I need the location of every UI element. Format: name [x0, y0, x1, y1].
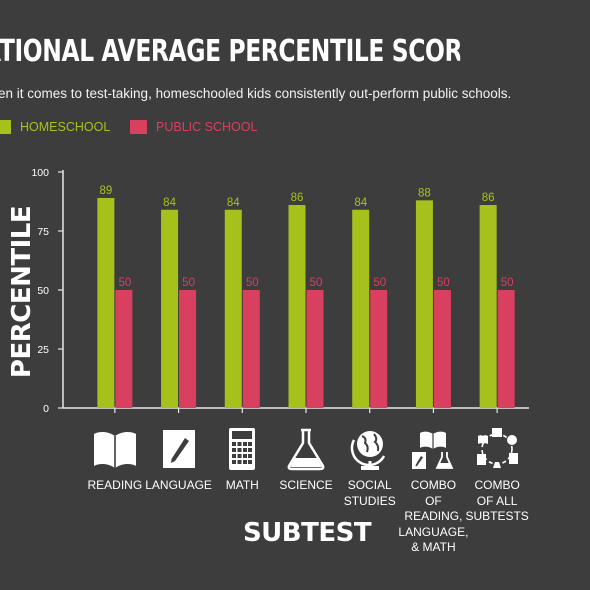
bar-public-school — [179, 290, 197, 408]
bar-public-school — [115, 290, 133, 408]
value-label-homeschool: 86 — [291, 192, 304, 204]
all-subtests-cycle-icon — [472, 426, 522, 472]
bar-homeschool — [479, 205, 497, 408]
x-tick-label: SOCIAL STUDIES — [343, 478, 396, 508]
y-tick-label: 25 — [37, 344, 49, 356]
value-label-homeschool: 89 — [99, 185, 112, 197]
x-tick-label: READING — [87, 478, 143, 492]
flask-icon — [281, 426, 331, 472]
legend-swatch-homeschool — [0, 120, 11, 134]
value-label-homeschool: 86 — [482, 192, 495, 204]
y-tick-label: 50 — [37, 285, 49, 297]
bar-public-school — [433, 290, 451, 408]
value-label-public-school: 50 — [437, 277, 450, 289]
x-tick-label: LANGUAGE — [145, 478, 212, 492]
y-tick-label: 100 — [31, 167, 49, 179]
notepad-pencil-icon — [154, 426, 204, 472]
bar-homeschool — [288, 205, 306, 408]
legend-label-homeschool: HOMESCHOOL — [20, 120, 111, 134]
bar-homeschool — [97, 197, 115, 408]
page-title: ATIONAL AVERAGE PERCENTILE SCORES — [0, 34, 461, 69]
value-label-public-school: 50 — [118, 277, 131, 289]
value-label-homeschool: 84 — [354, 197, 367, 209]
value-label-public-school: 50 — [310, 277, 323, 289]
chart-legend: HOMESCHOOL PUBLIC SCHOOL — [0, 118, 590, 138]
bar-public-school — [370, 290, 388, 408]
x-tick-label: COMBO OF READING, LANGUAGE, & MATH — [398, 478, 469, 554]
value-label-homeschool: 84 — [227, 197, 240, 209]
x-tick-label: COMBO OF ALL SUBTESTS — [465, 478, 529, 523]
y-tick-label: 0 — [43, 403, 49, 415]
bar-homeschool — [161, 209, 179, 408]
x-tick-label: MATH — [225, 478, 259, 492]
x-tick-label: SCIENCE — [279, 478, 333, 492]
value-label-public-school: 50 — [182, 277, 195, 289]
y-tick-label: 75 — [37, 226, 49, 238]
book-notepad-flask-icon — [408, 426, 458, 472]
bar-homeschool — [352, 209, 370, 408]
value-label-public-school: 50 — [246, 277, 259, 289]
page-subtitle: en it comes to test-taking, homeschooled… — [0, 86, 512, 101]
legend-label-public-school: PUBLIC SCHOOL — [156, 120, 258, 134]
value-label-homeschool: 88 — [418, 187, 431, 199]
legend-swatch-public-school — [130, 120, 147, 134]
bar-public-school — [497, 290, 515, 408]
x-axis-title: SUBTEST — [242, 518, 372, 548]
globe-icon — [345, 426, 395, 472]
calculator-icon — [217, 426, 267, 472]
value-label-public-school: 50 — [373, 277, 386, 289]
bar-homeschool — [415, 200, 433, 408]
value-label-homeschool: 84 — [163, 197, 176, 209]
bar-public-school — [306, 290, 324, 408]
bar-public-school — [242, 290, 260, 408]
bar-homeschool — [224, 209, 242, 408]
book-icon — [90, 426, 140, 472]
value-label-public-school: 50 — [501, 277, 514, 289]
